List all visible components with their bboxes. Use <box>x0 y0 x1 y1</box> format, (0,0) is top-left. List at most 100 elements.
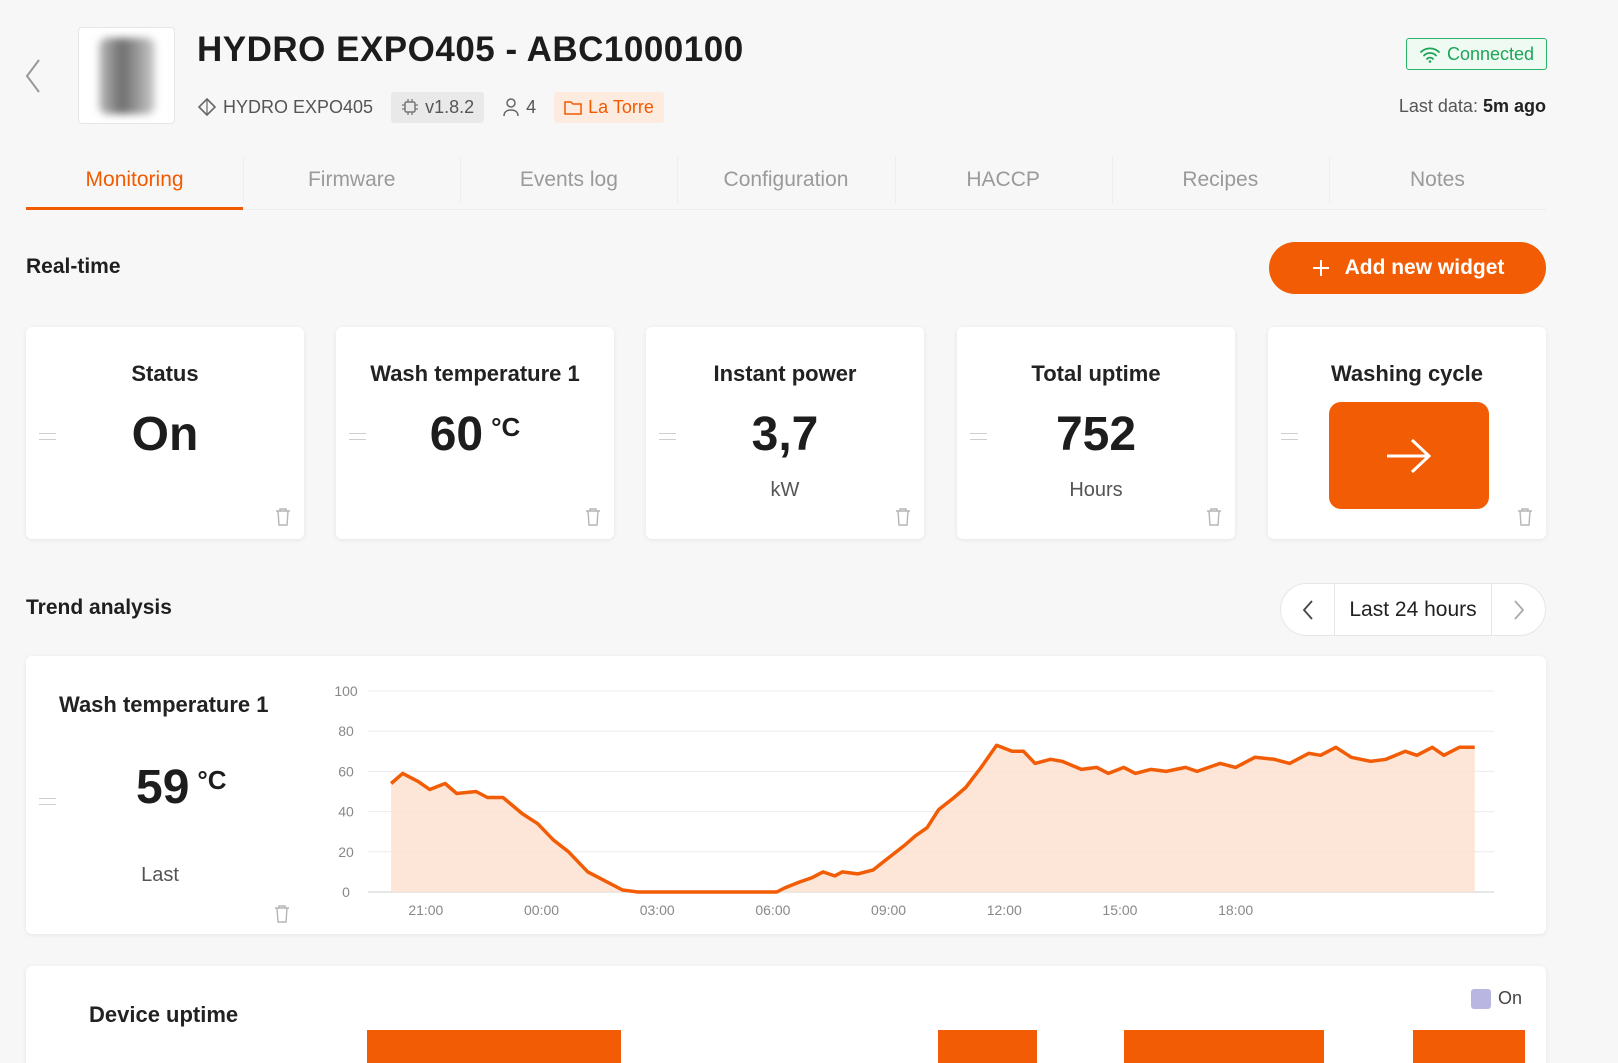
add-widget-button[interactable]: Add new widget <box>1269 242 1546 294</box>
device-uptime-widget: Device uptime On <box>26 966 1546 1063</box>
tab-haccp[interactable]: HACCP <box>894 150 1112 209</box>
chevron-right-icon <box>1513 599 1524 620</box>
widget-value: 752 <box>1055 408 1137 461</box>
x-tick-label: 21:00 <box>408 902 443 918</box>
widget-title: Washing cycle <box>1330 361 1483 386</box>
widget-value: On <box>131 408 199 461</box>
widget-unit: kW <box>770 479 800 501</box>
widget-unit: Hours <box>1069 479 1123 501</box>
location-badge[interactable]: La Torre <box>554 91 664 123</box>
time-range-selector: Last 24 hours <box>1280 583 1546 636</box>
trash-icon[interactable] <box>1205 507 1223 527</box>
wash-temperature-widget: Wash temperature 1 60 °C <box>336 327 614 539</box>
uptime-bar <box>1413 1030 1525 1063</box>
chevron-left-icon <box>1302 599 1313 620</box>
arrow-right-icon <box>1387 438 1432 473</box>
drag-handle-icon[interactable] <box>349 433 366 440</box>
realtime-section-title: Real-time <box>26 255 121 278</box>
legend-label-on: On <box>1497 988 1522 1008</box>
instant-power-widget: Instant power 3,7 kW <box>646 327 924 539</box>
start-cycle-button[interactable] <box>1329 402 1489 509</box>
widget-title: Total uptime <box>1031 361 1161 386</box>
widget-title: Wash temperature 1 <box>370 361 580 386</box>
firmware-version: v1.8.2 <box>425 96 475 117</box>
tab-firmware[interactable]: Firmware <box>243 150 460 209</box>
tab-notes[interactable]: Notes <box>1328 150 1546 209</box>
location-label: La Torre <box>588 96 654 117</box>
x-tick-label: 18:00 <box>1218 902 1253 918</box>
y-tick-label: 100 <box>334 683 358 699</box>
y-tick-label: 40 <box>338 804 354 820</box>
back-arrow-icon[interactable] <box>22 56 46 96</box>
connection-status-text: Connected <box>1446 43 1535 64</box>
tab-configuration[interactable]: Configuration <box>677 150 894 209</box>
last-data: Last data: 5m ago <box>1399 96 1546 117</box>
x-tick-label: 00:00 <box>524 902 559 918</box>
drag-handle-icon[interactable] <box>1281 433 1298 440</box>
widget-unit: °C <box>491 412 521 442</box>
widget-value: 60 °C <box>336 407 614 462</box>
widget-title: Status <box>131 361 199 386</box>
uptime-bar <box>367 1030 621 1063</box>
tab-bar: Monitoring Firmware Events log Configura… <box>26 150 1546 210</box>
connection-status-badge: Connected <box>1406 38 1547 70</box>
trend-last-unit: °C <box>197 765 227 795</box>
tab-recipes[interactable]: Recipes <box>1111 150 1329 209</box>
wifi-icon <box>1420 47 1440 63</box>
trend-widget-title: Wash temperature 1 <box>59 692 269 717</box>
trash-icon[interactable] <box>274 507 292 527</box>
tab-events-log[interactable]: Events log <box>460 150 677 209</box>
y-tick-label: 0 <box>342 884 350 900</box>
uptime-legend: On <box>1470 988 1522 1009</box>
x-tick-label: 03:00 <box>640 902 675 918</box>
washing-cycle-widget: Washing cycle <box>1268 327 1546 539</box>
trend-last-label: Last <box>141 864 179 886</box>
last-data-value: 5m ago <box>1482 96 1546 116</box>
time-range-label: Last 24 hours <box>1349 597 1477 621</box>
trend-last-value: 59 °C <box>136 760 227 815</box>
drag-handle-icon[interactable] <box>39 433 56 440</box>
trash-icon[interactable] <box>584 507 602 527</box>
wash-temperature-trend-widget: Wash temperature 1 59 °C Last 0 20 40 60 80 10… <box>26 656 1546 934</box>
user-icon <box>503 98 519 117</box>
trash-icon[interactable] <box>1516 507 1534 527</box>
legend-swatch <box>1470 988 1491 1009</box>
users-count-value: 4 <box>526 96 537 117</box>
tab-monitoring[interactable]: Monitoring <box>26 150 244 210</box>
widget-title: Instant power <box>713 361 857 386</box>
previous-range-button[interactable] <box>1281 584 1335 635</box>
trend-last-value-number: 59 <box>136 761 190 814</box>
trash-icon[interactable] <box>894 507 912 527</box>
chart-series-line <box>389 743 1475 894</box>
drag-handle-icon[interactable] <box>39 798 56 805</box>
status-widget: Status On <box>26 327 304 539</box>
widget-value: 3,7 <box>751 408 819 461</box>
drag-handle-icon[interactable] <box>659 433 676 440</box>
model-label: HYDRO EXPO405 <box>223 96 374 117</box>
folder-icon <box>564 101 582 115</box>
device-meta: HYDRO EXPO405 v1.8.2 4 La Torre <box>197 91 664 123</box>
device-image <box>78 27 175 124</box>
users-count: 4 <box>502 92 536 123</box>
uptime-widget-title: Device uptime <box>89 1002 239 1027</box>
trash-icon[interactable] <box>273 904 291 924</box>
temperature-trend-chart: 0 20 40 60 80 100 21:00 00:00 03:00 06:00 09:00 12:… <box>334 683 1494 918</box>
x-tick-label: 15:00 <box>1102 902 1137 918</box>
drag-handle-icon[interactable] <box>970 433 987 440</box>
plus-icon <box>1312 260 1329 276</box>
x-tick-label: 09:00 <box>871 902 906 918</box>
firmware-badge: v1.8.2 <box>391 91 485 123</box>
trend-section-title: Trend analysis <box>26 596 172 619</box>
y-tick-label: 60 <box>338 763 354 779</box>
y-tick-label: 80 <box>338 723 354 739</box>
last-data-label: Last data: <box>1398 96 1478 116</box>
diamond-icon <box>197 97 217 117</box>
x-tick-label: 06:00 <box>755 902 790 918</box>
widget-value-number: 60 <box>429 408 484 461</box>
y-tick-label: 20 <box>338 844 354 860</box>
uptime-bar <box>1124 1030 1324 1063</box>
x-tick-label: 12:00 <box>987 902 1022 918</box>
uptime-bar <box>938 1030 1037 1063</box>
add-widget-label: Add new widget <box>1344 256 1505 279</box>
next-range-button[interactable] <box>1491 584 1545 635</box>
